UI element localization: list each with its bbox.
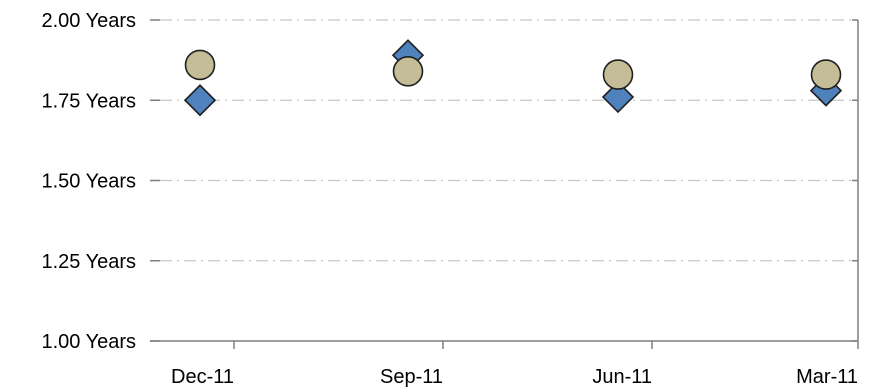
y-tick-label: 2.00 Years: [41, 10, 136, 32]
x-tick-labels: Dec-11 Sep-11 Jun-11 Mar-11: [171, 366, 858, 388]
y-tick-label: 1.75 Years: [41, 90, 136, 112]
axes: [150, 19, 859, 349]
circle-point: [602, 59, 634, 90]
y-tick-labels: 1.00 Years 1.25 Years 1.50 Years 1.75 Years…: [41, 10, 136, 353]
circle-point: [184, 49, 216, 81]
gridlines: [160, 19, 858, 262]
diamond-point: [183, 84, 217, 117]
data-points: [183, 39, 843, 117]
circle-point: [810, 59, 842, 90]
x-tick-label: Mar-11: [796, 366, 858, 388]
x-tick-label: Jun-11: [592, 366, 652, 388]
y-tick-label: 1.00 Years: [41, 331, 136, 353]
y-tick-label: 1.50 Years: [41, 171, 136, 193]
diamond-point: [601, 80, 635, 114]
y-tick-label: 1.25 Years: [41, 251, 136, 273]
x-tick-label: Dec-11: [171, 366, 234, 388]
circle-point: [392, 56, 424, 87]
x-tick-label: Sep-11: [380, 366, 443, 388]
